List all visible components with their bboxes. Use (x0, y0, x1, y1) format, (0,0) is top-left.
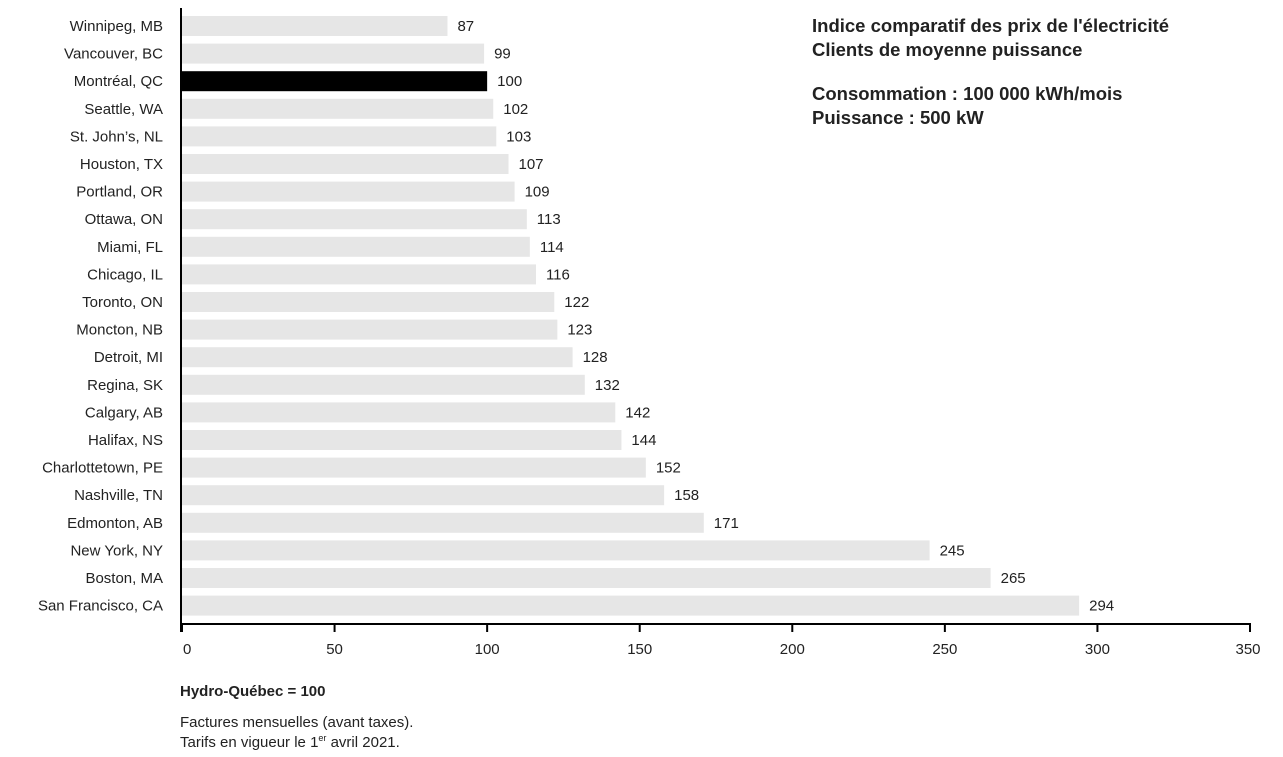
chart-notes: Hydro-Québec = 100 Factures mensuelles (… (180, 682, 413, 753)
x-tick-label: 150 (627, 641, 652, 658)
x-tick-label: 0 (183, 641, 191, 658)
value-label: 114 (540, 239, 564, 256)
value-label: 265 (1001, 570, 1026, 587)
bar-0 (182, 16, 448, 36)
bar-13 (182, 374, 585, 395)
value-label: 132 (595, 377, 620, 394)
bar-3 (182, 98, 494, 119)
chart-subtitle: Clients de moyenne puissance (812, 39, 1083, 60)
category-label: Edmonton, AB (67, 515, 163, 532)
value-label: 87 (457, 18, 474, 35)
title-spacer (812, 62, 1277, 82)
rates-date-text-end: avril 2021. (326, 734, 400, 751)
category-label: St. John’s, NL (70, 128, 163, 145)
category-label: San Francisco, CA (38, 598, 163, 615)
category-label: Charlottetown, PE (42, 460, 163, 477)
bar-19 (182, 540, 930, 561)
bar-6 (182, 181, 515, 202)
category-label: Ottawa, ON (85, 211, 163, 228)
chart-title-block: Indice comparatif des prix de l'électric… (812, 14, 1277, 130)
value-label: 123 (567, 322, 592, 339)
value-label: 158 (674, 487, 699, 504)
x-tick-label: 200 (780, 641, 805, 658)
value-label: 122 (564, 294, 589, 311)
bar-20 (182, 568, 991, 588)
bar-18 (182, 512, 704, 533)
value-label: 113 (537, 211, 561, 228)
bar-5 (182, 154, 509, 174)
value-label: 142 (625, 404, 650, 421)
category-label: New York, NY (70, 542, 163, 559)
x-tick-label: 250 (932, 641, 957, 658)
value-label: 294 (1089, 598, 1114, 615)
bar-10 (182, 292, 555, 312)
bar-21 (182, 595, 1080, 616)
bar-12 (182, 347, 573, 368)
rates-date-text: Tarifs en vigueur le 1 (180, 734, 319, 751)
bar-7 (182, 209, 527, 230)
category-label: Detroit, MI (94, 349, 163, 366)
x-tick-label: 50 (326, 641, 343, 658)
category-label: Boston, MA (85, 570, 163, 587)
category-label: Montréal, QC (74, 73, 163, 90)
category-label: Moncton, NB (76, 322, 163, 339)
value-label: 107 (519, 156, 544, 173)
parameter-consumption: Consommation : 100 000 kWh/mois (812, 83, 1123, 104)
parameter-power: Puissance : 500 kW (812, 107, 984, 128)
value-label: 116 (546, 266, 570, 283)
category-label: Halifax, NS (88, 432, 163, 449)
value-label: 152 (656, 460, 681, 477)
rates-date-ordinal: er (318, 733, 327, 743)
value-label: 102 (503, 101, 528, 118)
category-label: Miami, FL (97, 239, 163, 256)
category-label: Winnipeg, MB (70, 18, 163, 35)
x-tick-label: 350 (1235, 641, 1260, 658)
category-label: Toronto, ON (82, 294, 163, 311)
rates-date-note: Tarifs en vigueur le 1er avril 2021. (180, 733, 413, 753)
value-label: 245 (940, 542, 965, 559)
x-tick-label: 100 (475, 641, 500, 658)
category-label: Houston, TX (80, 156, 163, 173)
category-label: Seattle, WA (84, 101, 163, 118)
bar-1 (182, 43, 485, 64)
bar-17 (182, 485, 665, 506)
bar-14 (182, 402, 616, 423)
bar-9 (182, 264, 536, 285)
value-label: 103 (506, 128, 531, 145)
category-label: Portland, OR (76, 184, 163, 201)
value-label: 171 (714, 515, 739, 532)
value-label: 144 (631, 432, 656, 449)
category-label: Nashville, TN (74, 487, 163, 504)
category-label: Chicago, IL (87, 266, 163, 283)
value-label: 128 (583, 349, 608, 366)
value-label: 109 (525, 184, 550, 201)
bar-2 (182, 71, 488, 92)
bar-8 (182, 236, 530, 257)
x-axis: 0 50 100 150 200 250 300 350 (180, 8, 1261, 658)
x-tick-label: 300 (1085, 641, 1110, 658)
category-label: Calgary, AB (85, 404, 163, 421)
bar-16 (182, 457, 646, 478)
bar-11 (182, 319, 558, 340)
category-label: Vancouver, BC (64, 46, 163, 63)
category-label: Regina, SK (87, 377, 163, 394)
reference-note: Hydro-Québec = 100 (180, 683, 326, 700)
value-label: 100 (497, 73, 522, 90)
value-label: 99 (494, 46, 511, 63)
bar-4 (182, 126, 497, 147)
bar-15 (182, 430, 622, 450)
billing-note: Factures mensuelles (avant taxes). (180, 714, 414, 731)
chart-title: Indice comparatif des prix de l'électric… (812, 15, 1170, 36)
bars: Winnipeg, MB 87 Vancouver, BC 99 Montréal, Q… (38, 16, 1114, 616)
